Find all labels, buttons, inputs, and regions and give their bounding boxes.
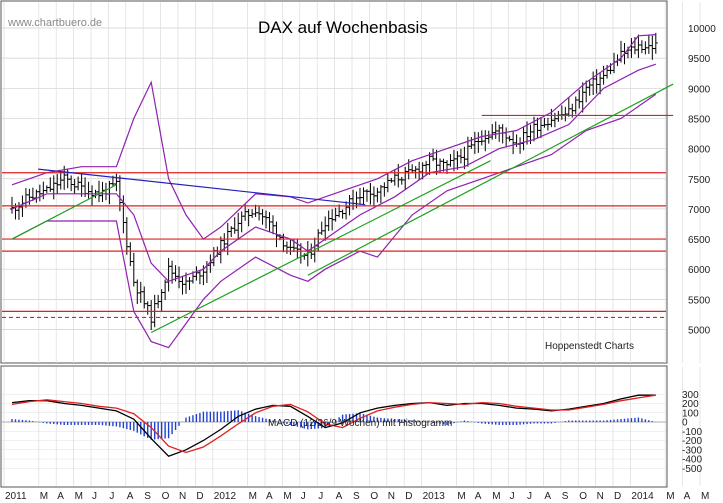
x-tick-label: M (457, 491, 465, 502)
x-tick-label: A (57, 491, 64, 502)
x-tick-label: A (127, 491, 134, 502)
source-label: Hoppenstedt Charts (545, 341, 634, 352)
price-tick-label: 8000 (688, 145, 711, 156)
price-tick-label: 8500 (688, 114, 711, 125)
price-series (10, 32, 658, 331)
x-tick-label: 2011 (5, 491, 27, 502)
x-tick-label: O (579, 491, 587, 502)
trendline (11, 184, 117, 240)
x-tick-label: J (301, 491, 306, 502)
macd-tick-label: -300 (682, 445, 702, 456)
price-tick-label: 5000 (688, 326, 711, 337)
x-tick-label: S (562, 491, 569, 502)
trendline (38, 168, 366, 206)
macd-series (2, 394, 666, 457)
macd-tick-label: 100 (682, 408, 699, 419)
x-tick-label: A (336, 491, 343, 502)
watermark: www.chartbuero.de (7, 17, 102, 29)
x-tick-label: O (370, 491, 378, 502)
x-tick-label: A (684, 491, 691, 502)
x-tick-label: M (701, 491, 709, 502)
x-tick-label: 2012 (214, 491, 237, 502)
x-tick-label: M (492, 491, 500, 502)
x-tick-label: S (353, 491, 360, 502)
x-tick-label: M (40, 491, 48, 502)
x-tick-label: N (179, 491, 186, 502)
x-tick-label: A (266, 491, 273, 502)
x-tick-label: 2013 (423, 491, 446, 502)
axis-labels: 10000 9500 9000 8500 8000 7500 7000 6500 6000 550… (5, 24, 716, 502)
horizontal-lines (2, 114, 674, 319)
x-tick-label: M (75, 491, 83, 502)
macd-caption: MACD (12/26/9 Wochen) mit Histogramm (268, 418, 452, 429)
trendline (307, 83, 674, 276)
x-tick-label: N (388, 491, 395, 502)
price-tick-label: 9000 (688, 84, 711, 95)
x-tick-label: J (527, 491, 532, 502)
x-tick-label: A (475, 491, 482, 502)
x-tick-label: J (109, 491, 114, 502)
price-tick-label: 10000 (688, 24, 716, 35)
macd-tick-label: 0 (682, 418, 688, 429)
trendline (150, 160, 491, 334)
macd-tick-label: 200 (682, 399, 699, 410)
x-tick-label: M (283, 491, 291, 502)
bollinger-middle-line (11, 63, 656, 282)
x-tick-label: N (597, 491, 604, 502)
price-tick-label: 7500 (688, 175, 711, 186)
x-tick-label: O (162, 491, 170, 502)
x-tick-label: J (510, 491, 515, 502)
x-tick-label: D (614, 491, 621, 502)
macd-tick-label: -400 (682, 455, 702, 466)
trendlines (11, 83, 674, 334)
price-tick-label: 5500 (688, 295, 711, 306)
macd-tick-label: -200 (682, 436, 702, 447)
x-tick-label: M (249, 491, 257, 502)
price-tick-label: 6000 (688, 265, 711, 276)
x-tick-label: J (92, 491, 97, 502)
x-tick-label: D (405, 491, 412, 502)
price-tick-label: 6500 (688, 235, 711, 246)
chart-title: DAX auf Wochenbasis (258, 18, 428, 37)
x-tick-label: D (196, 491, 203, 502)
macd-tick-label: -100 (682, 427, 702, 438)
x-tick-label: M (666, 491, 674, 502)
macd-tick-label: -500 (682, 464, 702, 475)
x-tick-label: 2014 (631, 491, 654, 502)
x-tick-label: S (144, 491, 151, 502)
x-tick-label: A (544, 491, 551, 502)
macd-panel-frame (0, 365, 668, 488)
price-tick-label: 9500 (688, 54, 711, 65)
price-tick-label: 7000 (688, 205, 711, 216)
bollinger-upper-line (11, 34, 656, 240)
x-tick-label: J (318, 491, 323, 502)
price-panel-frame (0, 0, 668, 364)
macd-tick-label: 300 (682, 390, 699, 401)
macd-line (11, 394, 656, 454)
